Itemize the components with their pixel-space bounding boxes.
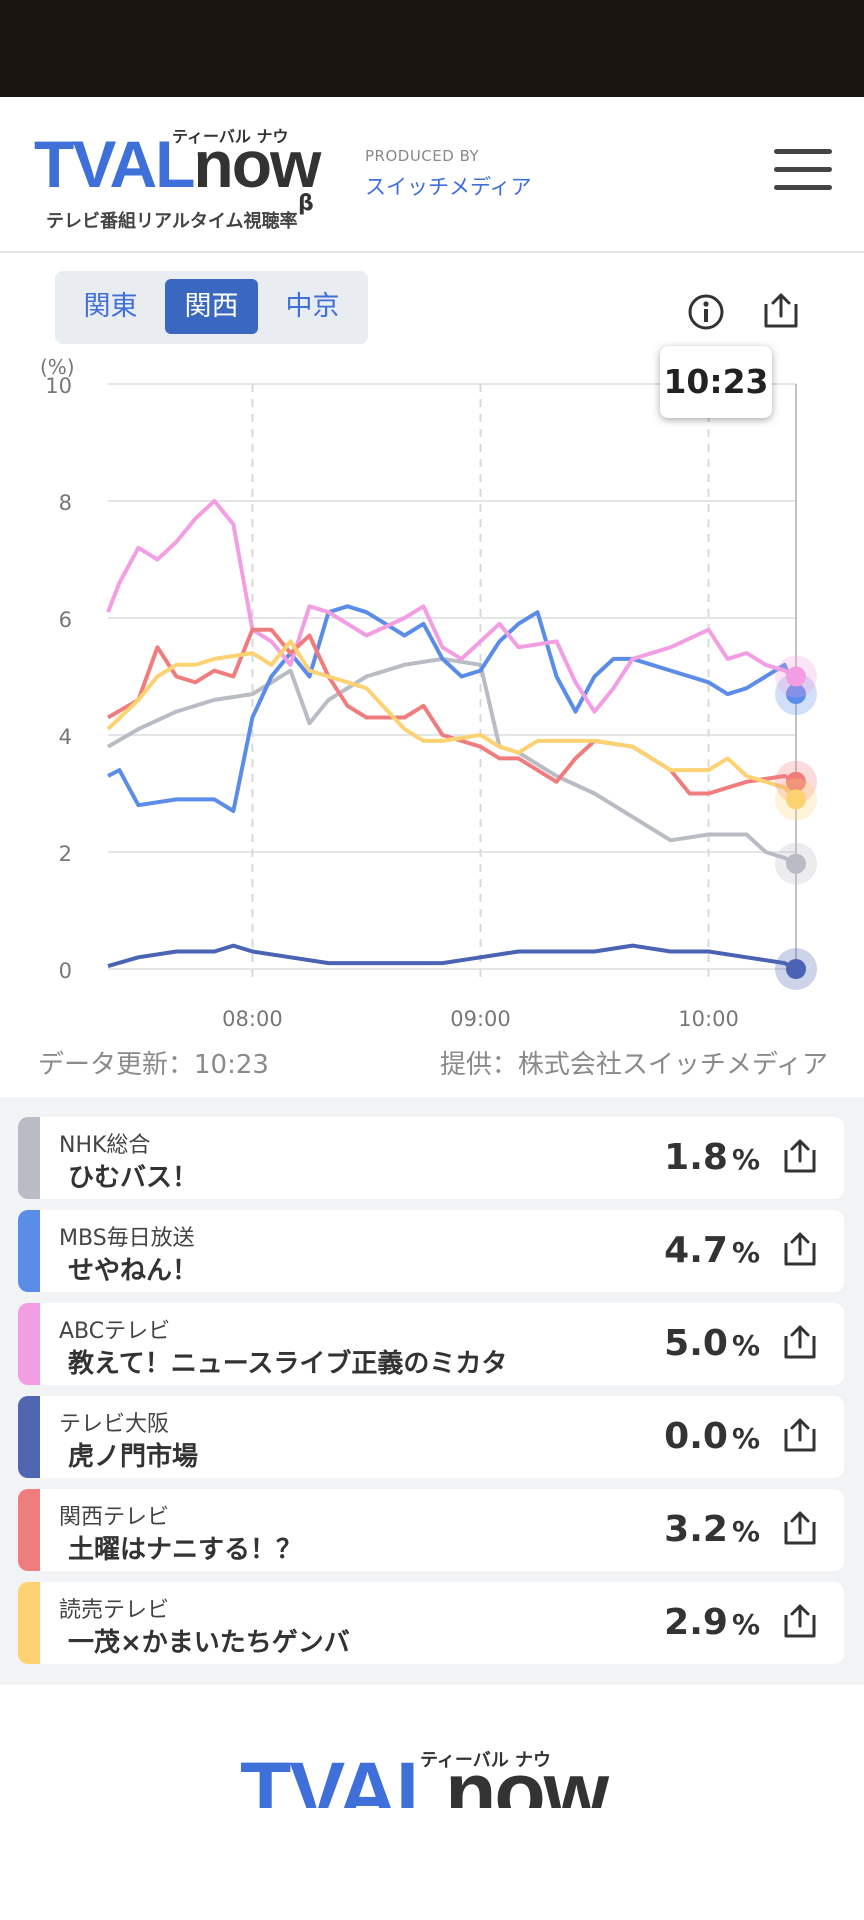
- update-time: データ更新：10:23: [38, 1050, 269, 1080]
- rating-value: 2.9%: [664, 1602, 760, 1643]
- series-end-point: [786, 666, 806, 687]
- program-title: 一茂×かまいたちゲンバ: [68, 1628, 350, 1658]
- series-line: [106, 639, 798, 801]
- logo-now: now: [445, 1745, 609, 1808]
- hamburger-menu-icon[interactable]: [774, 149, 832, 195]
- program-card-ktv[interactable]: 関西テレビ 土曜はナニする！？ 3.2%: [18, 1489, 844, 1571]
- x-tick-label: 08:00: [222, 1007, 283, 1030]
- line-chart: 0 2 4 6 8 10(%) 08:00 09:00 10:00: [40, 355, 817, 1030]
- station-name: NHK総合: [59, 1133, 151, 1158]
- series-line: [107, 604, 798, 813]
- tab-chukyo[interactable]: 中京: [285, 291, 340, 322]
- program-title: せやねん！: [68, 1256, 199, 1286]
- x-tick-label: 09:00: [450, 1007, 511, 1030]
- rating-unit: %: [731, 1515, 760, 1548]
- rating-unit: %: [731, 1608, 760, 1641]
- share-icon[interactable]: [780, 1508, 820, 1548]
- produced-by-label: PRODUCED BY: [365, 147, 480, 165]
- y-tick-label: 6: [59, 608, 72, 632]
- logo-now: now: [193, 127, 321, 201]
- logo-wordmark: TVALnow: [34, 131, 321, 197]
- rating-value: 0.0%: [664, 1416, 760, 1457]
- logo-kana: ティーバル ナウ: [172, 127, 289, 146]
- series-end-point: [786, 853, 806, 874]
- rating-number: 0.0: [664, 1416, 728, 1457]
- logo-kana: ティーバル ナウ: [420, 1750, 552, 1771]
- share-icon[interactable]: [780, 1322, 820, 1362]
- series-end-point: [786, 684, 806, 705]
- series-line: [107, 943, 797, 971]
- rating-unit: %: [731, 1143, 760, 1176]
- producer-link[interactable]: スイッチメディア: [365, 175, 532, 199]
- rating-value: 3.2%: [664, 1509, 760, 1550]
- series-end-point: [786, 959, 806, 979]
- color-bar: [18, 1210, 40, 1292]
- program-card-nhk[interactable]: NHK総合 ひむバス！ 1.8%: [18, 1117, 844, 1199]
- share-icon[interactable]: [760, 290, 802, 332]
- y-tick-label: 10: [45, 374, 72, 398]
- program-card-mbs[interactable]: MBS毎日放送 せやねん！ 4.7%: [18, 1210, 844, 1292]
- logo-beta: β: [298, 191, 314, 216]
- station-name: 関西テレビ: [59, 1505, 170, 1530]
- color-bar: [18, 1117, 40, 1199]
- rating-value: 1.8%: [664, 1137, 760, 1178]
- share-icon[interactable]: [780, 1415, 820, 1455]
- time-tooltip: 10:23: [660, 346, 772, 418]
- rating-unit: %: [731, 1329, 760, 1362]
- program-list: NHK総合 ひむバス！ 1.8% MBS毎日放送 せやねん！ 4.7% ABCテ…: [0, 1097, 864, 1685]
- logo-wordmark: TVALnow: [240, 1750, 609, 1808]
- color-bar: [18, 1396, 40, 1478]
- y-tick-label: 0: [59, 959, 72, 983]
- rating-number: 5.0: [664, 1323, 728, 1364]
- y-tick-label: 4: [59, 725, 72, 749]
- series-end-point: [786, 771, 806, 792]
- color-bar: [18, 1489, 40, 1571]
- region-tabs: 関東 関西 中京: [55, 271, 368, 344]
- program-card-tvo[interactable]: テレビ大阪 虎ノ門市場 0.0%: [18, 1396, 844, 1478]
- status-bar: [0, 0, 864, 97]
- share-icon[interactable]: [780, 1601, 820, 1641]
- rating-unit: %: [731, 1422, 760, 1455]
- rating-unit: %: [731, 1236, 760, 1269]
- program-title: 虎ノ門市場: [68, 1442, 199, 1472]
- footer-logo[interactable]: ティーバル ナウ TVALnow: [240, 1740, 630, 1808]
- x-tick-label: 10:00: [678, 1007, 739, 1030]
- rating-value: 4.7%: [664, 1230, 760, 1271]
- program-card-ytv[interactable]: 読売テレビ 一茂×かまいたちゲンバ 2.9%: [18, 1582, 844, 1664]
- share-icon[interactable]: [780, 1136, 820, 1176]
- rating-number: 1.8: [664, 1137, 728, 1178]
- y-unit-label: (%): [40, 355, 75, 379]
- rating-number: 2.9: [664, 1602, 728, 1643]
- tab-kansai[interactable]: 関西: [165, 279, 258, 334]
- series-line: [106, 656, 797, 866]
- program-title: 土曜はナニする！？: [68, 1535, 303, 1565]
- info-icon[interactable]: [686, 292, 726, 332]
- station-name: テレビ大阪: [59, 1412, 170, 1437]
- series-line: [106, 499, 797, 714]
- update-info: データ更新：10:23 提供：株式会社スイッチメディア: [38, 1044, 828, 1080]
- logo-tval: TVAL: [240, 1745, 447, 1808]
- viewership-chart: 0 2 4 6 8 10 (%) 08:00 09:00 10:00: [0, 350, 864, 1030]
- program-title: ひむバス！: [68, 1163, 199, 1193]
- rating-number: 4.7: [664, 1230, 728, 1271]
- series-end-point: [786, 789, 806, 810]
- logo-tval: TVAL: [34, 127, 195, 201]
- program-title: 教えて！ニュースライブ正義のミカタ: [68, 1349, 508, 1379]
- y-tick-label: 8: [59, 491, 72, 515]
- station-name: MBS毎日放送: [59, 1226, 195, 1251]
- program-card-abc[interactable]: ABCテレビ 教えて！ニュースライブ正義のミカタ 5.0%: [18, 1303, 844, 1385]
- tab-kanto[interactable]: 関東: [83, 291, 138, 322]
- color-bar: [18, 1582, 40, 1664]
- share-icon[interactable]: [780, 1229, 820, 1269]
- station-name: ABCテレビ: [59, 1319, 171, 1344]
- y-tick-label: 2: [59, 842, 72, 866]
- data-provider: 提供：株式会社スイッチメディア: [439, 1050, 828, 1080]
- tvalnow-logo[interactable]: ティーバル ナウ TVALnow β テレビ番組リアルタイム視聴率: [34, 119, 334, 232]
- color-bar: [18, 1303, 40, 1385]
- app-header: ティーバル ナウ TVALnow β テレビ番組リアルタイム視聴率 PRODUC…: [0, 97, 864, 253]
- rating-number: 3.2: [664, 1509, 728, 1550]
- station-name: 読売テレビ: [59, 1598, 170, 1623]
- rating-value: 5.0%: [664, 1323, 760, 1364]
- logo-subtitle: テレビ番組リアルタイム視聴率: [46, 211, 298, 232]
